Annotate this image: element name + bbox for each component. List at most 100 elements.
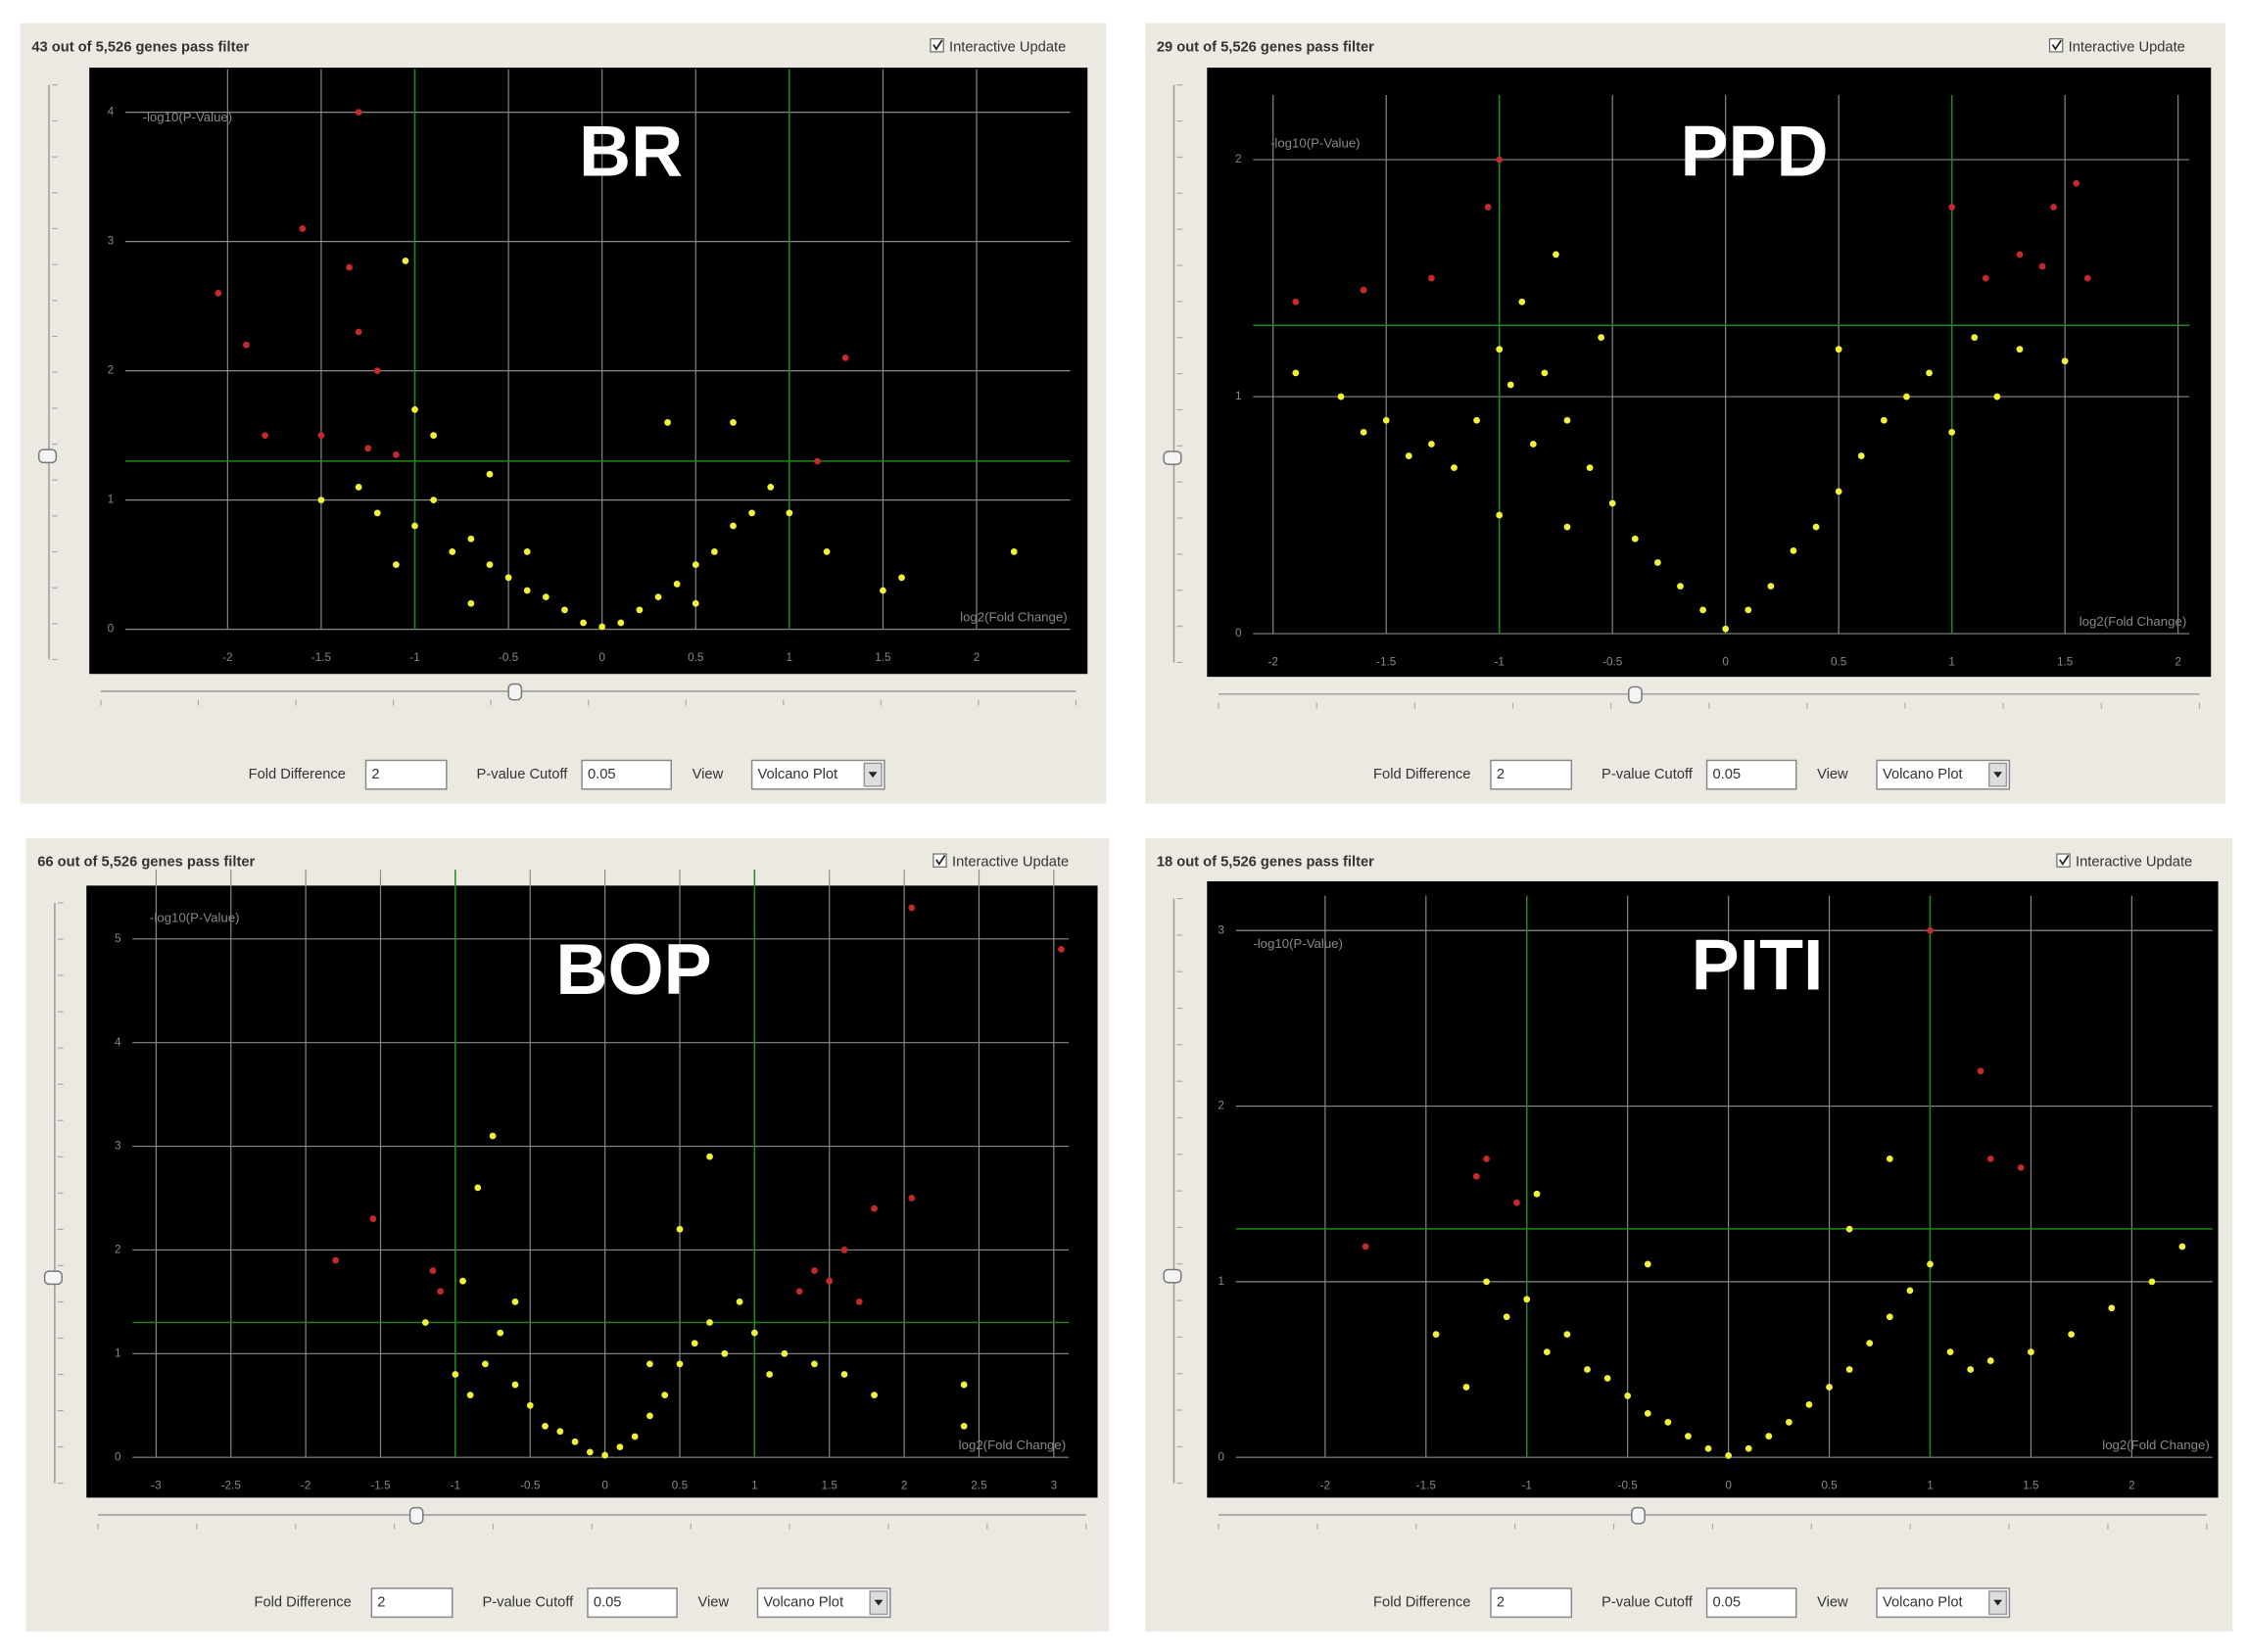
x-tick-label: 0 <box>601 1480 608 1492</box>
gene-point <box>1835 346 1842 354</box>
fold-difference-input[interactable]: 2 <box>1490 1587 1573 1619</box>
view-select[interactable]: Volcano Plot <box>1876 759 2011 790</box>
input-value: 0.05 <box>1712 767 1741 782</box>
p-value-input[interactable]: 0.05 <box>1705 1587 1797 1619</box>
gene-point <box>1533 1190 1541 1198</box>
select-value: Volcano Plot <box>1883 767 1963 782</box>
fold-difference-input[interactable]: 2 <box>364 759 448 790</box>
input-box <box>581 759 672 790</box>
gene-point <box>2017 1163 2025 1171</box>
gene-point <box>467 535 475 543</box>
select-arrow <box>1993 1599 2003 1606</box>
x-tick-label: 0.5 <box>672 1480 689 1492</box>
volcano-panel: 66 out of 5,526 genes pass filter Interac… <box>25 837 1110 1632</box>
gene-point <box>1986 1155 1994 1162</box>
checkbox-label: Interactive Update <box>952 855 1069 871</box>
gene-point <box>364 445 372 452</box>
gene-point <box>692 561 699 569</box>
vertical-slider-knob[interactable] <box>1163 1268 1182 1284</box>
gene-point <box>1845 1366 1853 1373</box>
gene-point <box>421 1319 429 1326</box>
view-label: View <box>1817 767 1848 782</box>
y-tick-label: 5 <box>115 932 121 945</box>
interactive-update-checkbox[interactable]: Interactive Update <box>2056 853 2192 871</box>
gene-point <box>2016 346 2024 354</box>
gene-point <box>1745 606 1752 614</box>
fold-difference-label: Fold Difference <box>249 767 346 782</box>
horizontal-slider-knob[interactable] <box>507 683 523 701</box>
x-tick-label: -0.5 <box>520 1480 541 1492</box>
vertical-slider-knob[interactable] <box>37 448 58 464</box>
interactive-update-checkbox[interactable]: Interactive Update <box>2048 38 2185 56</box>
horizontal-slider-knob[interactable] <box>1631 1506 1646 1525</box>
gene-point <box>299 225 307 232</box>
gene-point <box>1473 416 1480 424</box>
gene-point <box>710 548 718 555</box>
p-value-input[interactable]: 0.05 <box>581 759 672 790</box>
gene-point <box>1699 606 1706 614</box>
gene-point <box>811 1360 818 1368</box>
select-arrow <box>874 1599 884 1606</box>
gene-point <box>1886 1313 1893 1321</box>
gene-point <box>355 484 362 491</box>
gene-point <box>1563 1331 1571 1339</box>
y-axis-label: -log10(P-Value) <box>1270 136 1361 151</box>
gene-point <box>317 496 325 504</box>
gene-point <box>2038 262 2046 270</box>
p-value-input[interactable]: 0.05 <box>1705 759 1797 790</box>
x-tick-label: 2.5 <box>971 1480 987 1492</box>
x-tick-label: 0 <box>1725 1480 1732 1492</box>
gene-point <box>1790 546 1797 554</box>
interactive-update-checkbox[interactable]: Interactive Update <box>932 853 1069 871</box>
gene-point <box>1472 1172 1480 1180</box>
view-select[interactable]: Volcano Plot <box>750 759 885 790</box>
x-tick-label: -0.5 <box>1618 1480 1639 1492</box>
gene-point <box>1513 1199 1520 1206</box>
gene-point <box>1563 416 1571 424</box>
gene-point <box>960 1381 968 1389</box>
gene-point <box>2016 251 2024 259</box>
gene-point <box>459 1277 466 1285</box>
x-tick-label: 1.5 <box>2023 1480 2039 1492</box>
view-select[interactable]: Volcano Plot <box>1876 1587 2011 1619</box>
gene-point <box>504 574 512 582</box>
fold-difference-input[interactable]: 2 <box>370 1587 454 1619</box>
x-tick-label: 1.5 <box>875 651 891 664</box>
horizontal-slider-knob[interactable] <box>1628 685 1643 704</box>
x-tick-label: 0.5 <box>688 651 704 664</box>
gene-point <box>898 574 905 582</box>
gene-point <box>1765 1433 1773 1440</box>
gene-point <box>767 484 775 491</box>
select-arrow <box>1993 772 2003 779</box>
gene-point <box>393 451 400 458</box>
fold-difference-input[interactable]: 2 <box>1490 759 1573 790</box>
x-tick-label: 1.5 <box>2057 656 2074 669</box>
y-tick-label: 3 <box>1218 923 1224 936</box>
x-tick-label: -1 <box>1494 656 1504 669</box>
interactive-update-checkbox[interactable]: Interactive Update <box>930 38 1066 56</box>
filter-status: 66 out of 5,526 genes pass filter <box>37 855 255 871</box>
gene-point <box>467 599 475 607</box>
gene-point <box>1584 1366 1591 1373</box>
gene-point <box>841 354 849 361</box>
gene-point <box>1986 1357 1994 1364</box>
gene-point <box>1631 535 1639 543</box>
gene-point <box>373 509 381 517</box>
gene-point <box>1685 1433 1692 1440</box>
gene-point <box>721 1349 729 1357</box>
gene-point <box>1503 1313 1510 1321</box>
vertical-slider-knob[interactable] <box>43 1270 63 1286</box>
vertical-slider-knob[interactable] <box>1163 450 1182 465</box>
gene-point <box>526 1401 534 1409</box>
gene-point <box>355 328 362 336</box>
gene-point <box>736 1298 743 1305</box>
gene-point <box>1462 1384 1470 1391</box>
gene-point <box>1677 583 1684 590</box>
gene-point <box>840 1247 848 1253</box>
gene-point <box>486 561 494 569</box>
gene-point <box>1483 1278 1490 1286</box>
gene-point <box>1906 1287 1914 1295</box>
p-value-input[interactable]: 0.05 <box>587 1587 678 1619</box>
horizontal-slider-knob[interactable] <box>408 1506 424 1525</box>
view-select[interactable]: Volcano Plot <box>756 1587 891 1619</box>
